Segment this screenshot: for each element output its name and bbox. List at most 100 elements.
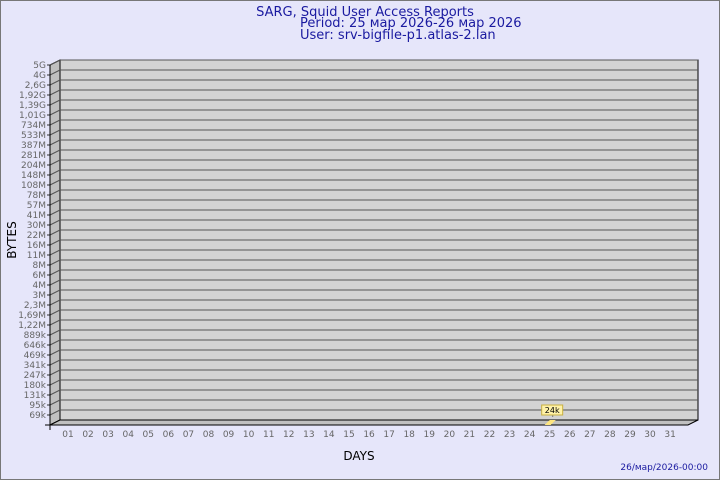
x-tick-label: 23 (504, 430, 515, 440)
bar (544, 420, 556, 425)
gridline-diagonal (49, 79, 61, 86)
chart-period: Period: 25 мар 2026-26 мар 2026 (300, 16, 522, 31)
y-tick-label: 108M (21, 181, 46, 191)
gridline-diagonal (49, 249, 61, 256)
x-tick-label: 17 (383, 430, 394, 440)
gridline-diagonal (49, 139, 61, 146)
gridline-diagonal (49, 409, 61, 416)
gridline-diagonal (49, 289, 61, 296)
y-tick-label: 204M (21, 161, 46, 171)
gridline-diagonal (49, 229, 61, 236)
gridline-diagonal (49, 279, 61, 286)
y-tick-label: 469k (24, 351, 47, 361)
plot-area: 5G4G2,6G1,92G1,39G1,01G734M533M387M281M2… (18, 59, 699, 440)
floor (49, 419, 699, 426)
gridline-diagonal (49, 109, 61, 116)
gridline-diagonal (49, 339, 61, 346)
y-axis-label: BYTES (5, 221, 19, 258)
x-axis-label: DAYS (343, 449, 374, 463)
y-tick-label: 1,92G (19, 91, 46, 101)
y-tick-label: 69k (29, 411, 46, 421)
gridline-diagonal (49, 269, 61, 276)
gridline-diagonal (49, 349, 61, 356)
x-tick-label: 15 (343, 430, 354, 440)
gridline-diagonal (49, 209, 61, 216)
y-tick-label: 533M (21, 131, 46, 141)
x-tick-label: 25 (544, 430, 555, 440)
y-tick-label: 341k (24, 361, 47, 371)
y-tick-label: 8M (33, 261, 47, 271)
gridline-diagonal (49, 239, 61, 246)
gridline-diagonal (49, 69, 61, 76)
gridline-diagonal (49, 89, 61, 96)
y-tick-label: 11M (27, 251, 46, 261)
gridline-diagonal (49, 219, 61, 226)
y-tick-label: 95k (29, 401, 46, 411)
gridline-diagonal (49, 159, 61, 166)
x-tick-label: 08 (203, 430, 215, 440)
bar-value-label: 24k (545, 406, 560, 415)
chart-title: SARG, Squid User Access Reports (256, 5, 474, 20)
x-tick-label: 11 (263, 430, 274, 440)
x-tick-label: 20 (444, 430, 456, 440)
x-tick-label: 01 (62, 430, 73, 440)
y-tick-label: 1,01G (19, 111, 46, 121)
chart-user: User: srv-bigfile-p1.atlas-2.lan (300, 28, 496, 43)
x-tick-label: 19 (424, 430, 436, 440)
y-tick-label: 734M (21, 121, 46, 131)
x-tick-label: 07 (183, 430, 194, 440)
gridline-diagonal (49, 149, 61, 156)
y-tick-label: 2,3M (24, 301, 46, 311)
gridline-diagonal (49, 399, 61, 406)
x-tick-label: 10 (243, 430, 255, 440)
y-tick-label: 1,69M (18, 311, 46, 321)
x-tick-label: 27 (584, 430, 595, 440)
y-tick-label: 41M (27, 211, 46, 221)
gridline-diagonal (49, 359, 61, 366)
bar-label-box (541, 404, 564, 416)
footer-timestamp: 26/мар/2026-00:00 (620, 463, 708, 473)
y-tick-label: 16M (27, 241, 46, 251)
y-tick-label: 387M (21, 141, 46, 151)
x-tick-label: 21 (464, 430, 475, 440)
x-tick-label: 16 (363, 430, 375, 440)
gridline-diagonal (49, 329, 61, 336)
gridline-diagonal (49, 119, 61, 126)
x-tick-label: 05 (143, 430, 154, 440)
x-tick-label: 02 (82, 430, 93, 440)
y-tick-label: 30M (27, 221, 46, 231)
gridline-diagonal (49, 299, 61, 306)
gridline-diagonal (49, 369, 61, 376)
x-tick-label: 22 (484, 430, 495, 440)
gridline-diagonal (49, 319, 61, 326)
x-tick-label: 06 (163, 430, 175, 440)
y-tick-label: 78M (27, 191, 46, 201)
y-tick-label: 281M (21, 151, 46, 161)
y-tick-label: 247k (24, 371, 47, 381)
x-tick-label: 03 (102, 430, 113, 440)
gridline-diagonal (49, 129, 61, 136)
gridline-diagonal (49, 379, 61, 386)
gridline-diagonal (49, 189, 61, 196)
y-tick-label: 1,22M (18, 321, 46, 331)
gridline-diagonal (49, 59, 61, 66)
y-tick-label: 646k (24, 341, 47, 351)
y-tick-label: 180k (24, 381, 47, 391)
y-tick-label: 148M (21, 171, 46, 181)
gridline-diagonal (49, 99, 61, 106)
x-tick-label: 31 (664, 430, 675, 440)
x-tick-label: 24 (524, 430, 536, 440)
gridline-diagonal (49, 179, 61, 186)
gridline-diagonal (49, 199, 61, 206)
x-tick-label: 13 (303, 430, 314, 440)
y-tick-label: 57M (27, 201, 46, 211)
x-tick-label: 04 (122, 430, 134, 440)
x-tick-label: 12 (283, 430, 294, 440)
gridline-diagonal (49, 169, 61, 176)
x-tick-label: 14 (323, 430, 335, 440)
y-tick-label: 1,39G (19, 101, 46, 111)
x-tick-label: 28 (604, 430, 616, 440)
y-tick-label: 131k (24, 391, 47, 401)
y-tick-label: 4M (33, 281, 47, 291)
x-tick-label: 09 (223, 430, 235, 440)
